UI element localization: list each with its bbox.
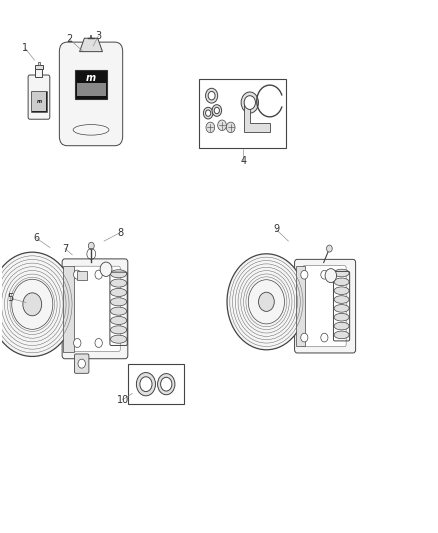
Circle shape [214,107,219,114]
Text: 3: 3 [95,31,102,41]
Circle shape [218,120,226,131]
Ellipse shape [110,326,127,334]
Text: 9: 9 [273,224,279,235]
Circle shape [321,270,328,279]
Circle shape [95,338,102,348]
Bar [75,70,107,99]
Polygon shape [80,38,102,52]
FancyBboxPatch shape [295,260,356,353]
Ellipse shape [110,298,127,306]
Circle shape [301,333,308,342]
Text: 5: 5 [7,293,13,303]
Bar [32,92,46,111]
Circle shape [12,279,53,329]
Circle shape [248,280,285,324]
Circle shape [0,252,75,357]
Ellipse shape [110,288,127,296]
Ellipse shape [110,279,127,287]
Text: 10: 10 [117,395,129,405]
Circle shape [244,96,255,109]
Circle shape [203,107,213,119]
Bar [35,65,43,69]
FancyBboxPatch shape [62,259,128,359]
Circle shape [212,104,222,116]
Bar [38,62,40,65]
Circle shape [100,262,112,277]
Bar [77,83,106,96]
Text: 4: 4 [240,156,246,166]
Circle shape [74,270,81,279]
FancyBboxPatch shape [303,265,346,346]
Ellipse shape [334,313,349,321]
Circle shape [241,92,258,113]
Text: 1: 1 [22,43,28,53]
Circle shape [140,377,152,392]
Circle shape [325,269,336,282]
Ellipse shape [110,307,127,315]
Ellipse shape [334,296,349,303]
Circle shape [326,245,332,252]
Bar [35,69,42,77]
Ellipse shape [110,270,127,278]
FancyBboxPatch shape [28,75,50,119]
Circle shape [95,270,102,279]
Circle shape [205,110,211,116]
Ellipse shape [334,304,349,312]
Circle shape [88,243,94,249]
Circle shape [74,338,81,348]
Circle shape [208,92,215,100]
Polygon shape [244,102,270,132]
Circle shape [206,122,215,133]
Circle shape [161,377,172,391]
Circle shape [78,359,85,368]
Ellipse shape [110,317,127,325]
Ellipse shape [334,331,349,338]
Circle shape [258,292,274,311]
Circle shape [321,333,328,342]
FancyBboxPatch shape [73,266,120,351]
Bar [199,79,286,148]
Text: 8: 8 [117,228,123,238]
Text: 6: 6 [34,233,40,244]
Text: 7: 7 [62,244,68,254]
FancyBboxPatch shape [74,354,89,373]
Bar [128,365,184,404]
Circle shape [226,122,235,133]
Circle shape [227,254,306,350]
Ellipse shape [334,322,349,330]
Ellipse shape [334,269,349,277]
Circle shape [136,373,155,396]
Circle shape [301,270,308,279]
Text: 2: 2 [66,34,72,44]
Bar [63,265,74,352]
Bar [31,91,47,112]
Circle shape [205,88,218,103]
Circle shape [23,293,42,316]
Ellipse shape [110,335,127,343]
FancyBboxPatch shape [60,42,123,146]
Ellipse shape [334,287,349,295]
Ellipse shape [334,278,349,286]
Bar [296,266,305,346]
Text: m: m [36,99,42,104]
Bar [77,271,87,280]
Circle shape [158,374,175,395]
Text: m: m [86,73,96,83]
